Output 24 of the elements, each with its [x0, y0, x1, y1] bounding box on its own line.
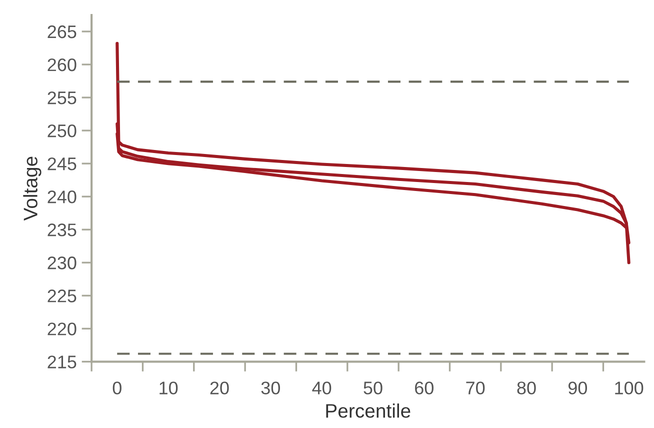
x-tick-label: 30	[261, 382, 280, 394]
y-tick-label: 220	[48, 322, 76, 336]
x-axis-title: Percentile	[326, 403, 410, 418]
y-tick-label: 240	[48, 190, 76, 204]
y-tick-label: 260	[48, 58, 76, 72]
x-tick-label: 80	[517, 382, 536, 394]
x-tick-label: 40	[312, 382, 332, 394]
x-tick-label: 50	[364, 382, 382, 394]
x-tick-label: 60	[415, 382, 434, 394]
y-axis-title: Voltage	[23, 156, 42, 221]
x-tick-label: 20	[210, 382, 229, 394]
x-tick-label: 0	[112, 382, 122, 394]
y-tick-label: 250	[48, 124, 76, 138]
y-tick-label: 245	[48, 157, 76, 170]
y-tick-label: 230	[48, 256, 76, 270]
x-tick-label: 90	[568, 382, 588, 394]
x-tick-label: 70	[466, 382, 485, 394]
x-tick-label: 100	[615, 382, 644, 394]
y-tick-label: 255	[48, 91, 76, 104]
x-tick-label: 10	[160, 382, 178, 394]
y-tick-label: 225	[48, 290, 76, 302]
y-tick-label: 215	[48, 356, 76, 368]
y-tick-label: 265	[48, 25, 76, 38]
y-tick-label: 235	[48, 224, 76, 236]
